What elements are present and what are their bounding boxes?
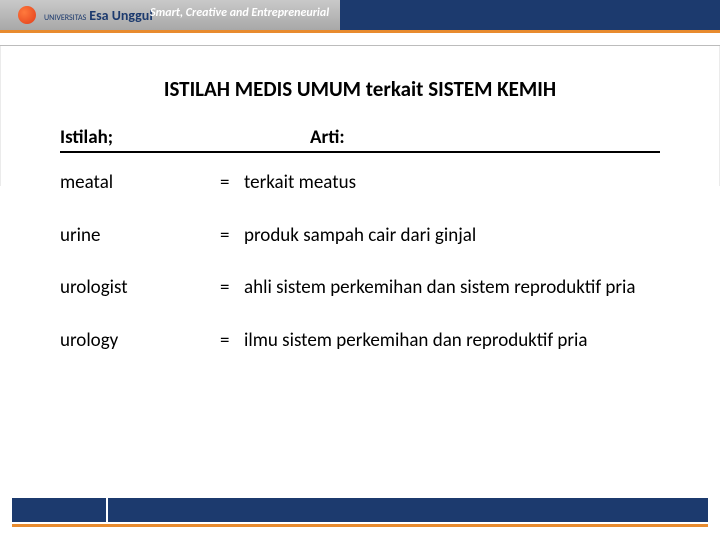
definition-row: urologist = ahli sistem perkemihan dan s… (60, 276, 660, 301)
term-cell: urology (60, 329, 220, 354)
equals-sign: = (220, 224, 244, 249)
footer-band (0, 498, 720, 528)
definition-row: urology = ilmu sistem perkemihan dan rep… (60, 329, 660, 354)
equals-sign: = (220, 276, 244, 301)
tagline: Smart, Creative and Entrepreneurial (150, 6, 329, 20)
accent-line-bottom (12, 524, 708, 527)
brand-prefix: UNIVERSITAS (44, 13, 86, 23)
definition-row: meatal = terkait meatus (60, 171, 660, 196)
header-band: UNIVERSITAS Esa Unggul Smart, Creative a… (0, 0, 720, 30)
term-cell: urine (60, 224, 220, 249)
logo-icon (18, 6, 36, 24)
slide-title: ISTILAH MEDIS UMUM terkait SISTEM KEMIH (60, 76, 660, 102)
term-cell: meatal (60, 171, 220, 196)
meaning-cell: ilmu sistem perkemihan dan reproduktif p… (244, 329, 660, 354)
accent-line-top (0, 30, 720, 33)
column-header-term: Istilah; (60, 126, 260, 149)
equals-sign: = (220, 329, 244, 354)
brand-main: Esa Unggul (89, 7, 153, 24)
meaning-cell: ahli sistem perkemihan dan sistem reprod… (244, 276, 660, 301)
definition-headers: Istilah; Arti: (60, 126, 660, 153)
meaning-cell: produk sampah cair dari ginjal (244, 224, 660, 249)
slide-content: ISTILAH MEDIS UMUM terkait SISTEM KEMIH … (0, 46, 720, 392)
equals-sign: = (220, 171, 244, 196)
footer-blue-bar (12, 498, 708, 522)
brand-text: UNIVERSITAS Esa Unggul (42, 7, 153, 24)
divider-line (0, 45, 720, 46)
definition-row: urine = produk sampah cair dari ginjal (60, 224, 660, 249)
term-cell: urologist (60, 276, 220, 301)
decorative-edge-left (0, 46, 1, 186)
column-header-meaning: Arti: (310, 126, 345, 149)
meaning-cell: terkait meatus (244, 171, 660, 196)
